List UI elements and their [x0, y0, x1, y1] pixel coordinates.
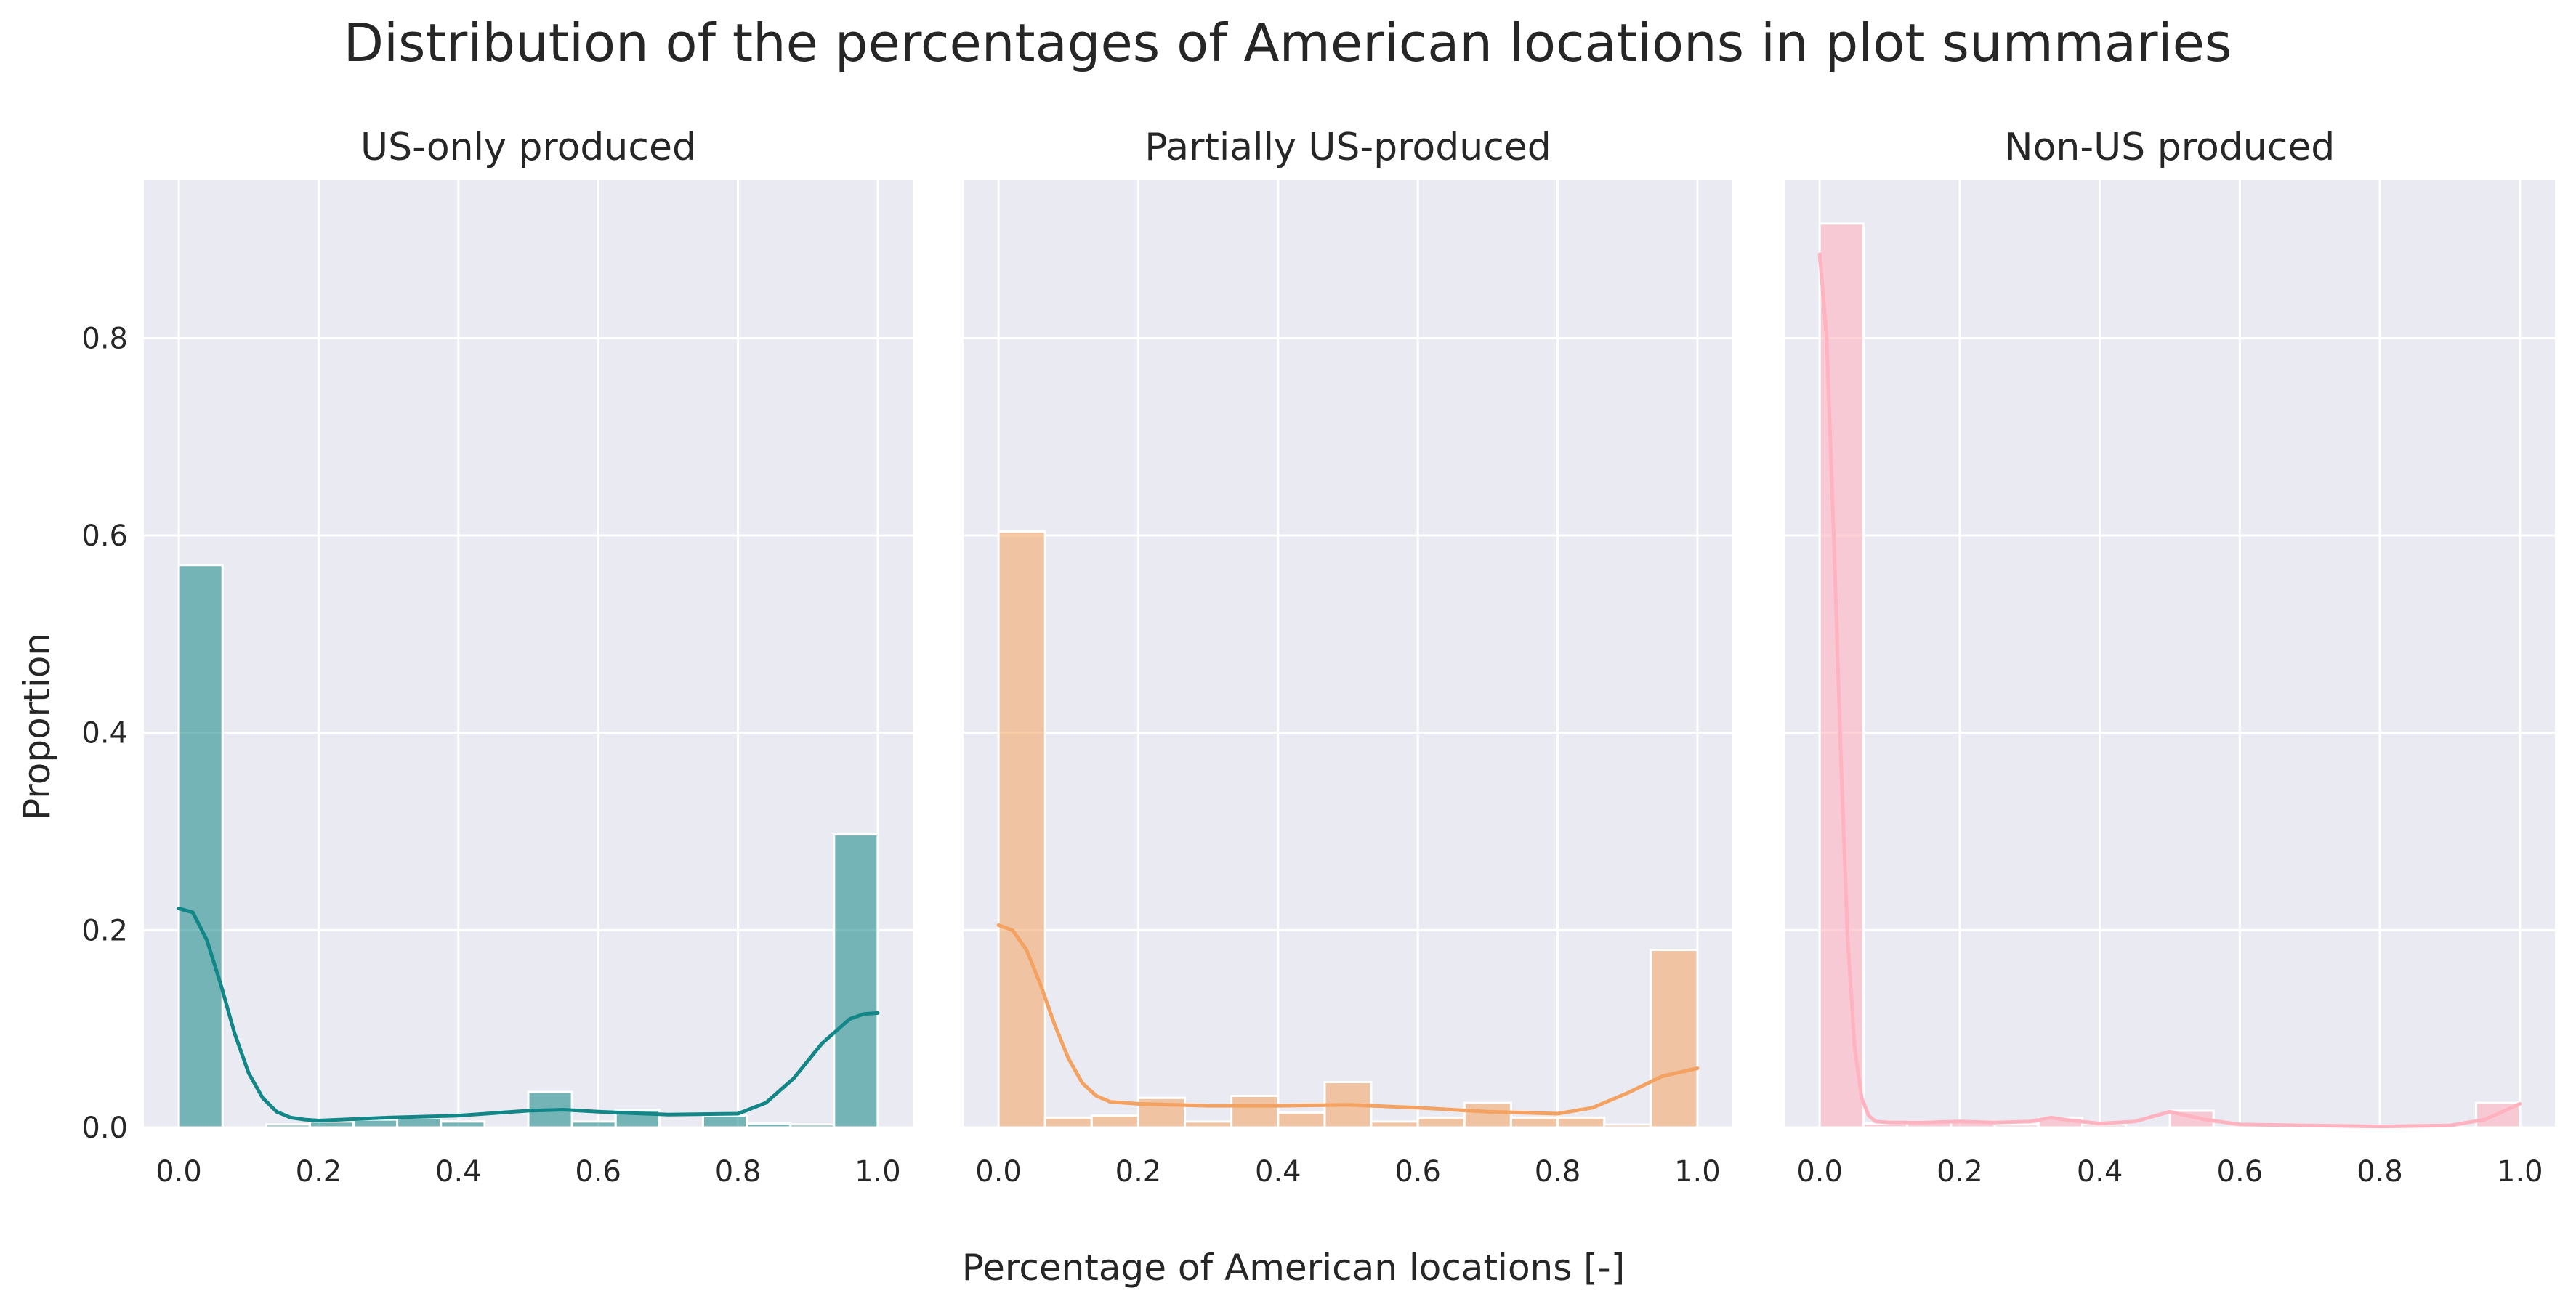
plot-area: [964, 180, 1732, 1127]
x-tick-label: 0.6: [575, 1155, 621, 1189]
panel-3: Non-US produced 0.0 0.2 0.4 0.6 0.8 1.0: [1785, 126, 2555, 1189]
histogram-bar: [1509, 1116, 1559, 1129]
kde-curve: [1817, 252, 2522, 1129]
figure-title: Distribution of the percentages of Ameri…: [344, 12, 2232, 73]
x-tick-label: 1.0: [1674, 1155, 1721, 1189]
panel-1: US-only produced 0.0 0.2 0.4 0.6 0.8 1.0 0.0 0.2…: [81, 126, 913, 1189]
x-tick-label: 0.2: [296, 1155, 342, 1189]
y-tick-label: 0.4: [81, 717, 128, 750]
plot-area: [1785, 180, 2555, 1127]
x-tick-label: 0.2: [1115, 1155, 1162, 1189]
histogram-bar: [570, 1120, 617, 1129]
histogram-bar: [789, 1123, 836, 1129]
x-tick-label: 0.6: [1394, 1155, 1441, 1189]
histogram-bar: [308, 1120, 355, 1129]
histogram-bar: [701, 1114, 748, 1129]
kde-curve: [177, 907, 880, 1122]
histogram-bar: [1993, 1123, 2040, 1129]
histogram-bar: [352, 1118, 399, 1129]
histogram-bar: [1463, 1101, 1512, 1129]
panel-2: Partially US-produced 0.0 0.2 0.4 0.6 0.8 1.0: [964, 126, 1732, 1189]
x-tick-label: 0.0: [1796, 1155, 1843, 1189]
y-tick-label: 0.8: [81, 322, 128, 355]
x-tick-label: 0.8: [1535, 1155, 1581, 1189]
histogram-bar: [997, 530, 1046, 1129]
histogram-bar: [833, 833, 879, 1129]
kde-curve: [996, 923, 1700, 1116]
y-axis-label: Proportion: [16, 633, 58, 820]
histogram-bar: [1603, 1123, 1652, 1129]
x-tick-label: 0.8: [2357, 1155, 2403, 1189]
histogram-bar: [746, 1122, 792, 1129]
histogram-bar: [265, 1123, 311, 1129]
x-tick-label: 1.0: [855, 1155, 901, 1189]
histogram-bar: [440, 1120, 486, 1129]
panel-title: US-only produced: [360, 126, 696, 169]
histogram-bar: [177, 564, 224, 1129]
x-tick-label: 0.6: [2217, 1155, 2264, 1189]
x-tick-label: 0.0: [975, 1155, 1022, 1189]
x-tick-label: 0.4: [1255, 1155, 1301, 1189]
panel-title: Non-US produced: [2005, 126, 2335, 169]
y-tick-label: 0.2: [81, 914, 128, 947]
x-tick-label: 0.0: [156, 1155, 202, 1189]
histogram-bar: [1277, 1111, 1326, 1129]
x-tick-label: 0.2: [1937, 1155, 1983, 1189]
panel-title: Partially US-produced: [1144, 126, 1551, 169]
y-tick-label: 0.0: [81, 1111, 128, 1145]
histogram-bar: [396, 1116, 443, 1129]
histogram-bar: [1556, 1116, 1606, 1129]
histogram-bar: [1370, 1120, 1419, 1129]
x-tick-label: 0.8: [715, 1155, 762, 1189]
histogram-bar: [1416, 1116, 1466, 1129]
x-tick-label: 1.0: [2497, 1155, 2543, 1189]
plot-area: [144, 180, 913, 1127]
x-axis-label: Percentage of American locations [-]: [962, 1247, 1625, 1289]
y-tick-label: 0.6: [81, 519, 128, 553]
histogram-bar: [1090, 1114, 1139, 1129]
histogram-bar: [1650, 949, 1699, 1129]
histogram-bar: [1184, 1120, 1233, 1129]
histogram-bar: [1043, 1116, 1093, 1129]
histogram-bar: [1230, 1095, 1280, 1129]
x-tick-label: 0.4: [435, 1155, 482, 1189]
x-tick-label: 0.4: [2077, 1155, 2123, 1189]
panels: US-only produced 0.0 0.2 0.4 0.6 0.8 1.0 0.0 0.2…: [81, 126, 2555, 1189]
